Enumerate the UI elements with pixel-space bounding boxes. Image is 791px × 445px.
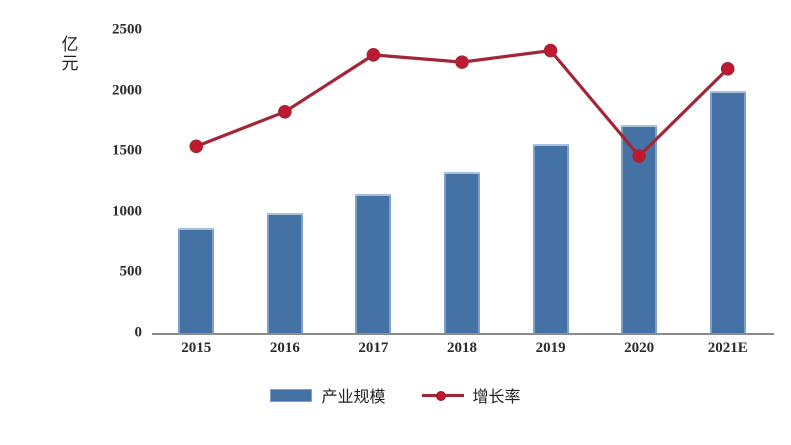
bar-2016 <box>266 213 303 333</box>
x-axis-tick-2020: 2020 <box>624 340 655 356</box>
y-axis-unit-label: 亿 元 <box>56 36 84 74</box>
y-axis-tick-2000: 2000 <box>112 82 142 99</box>
bar-2017 <box>355 193 392 333</box>
y-axis-unit-line-2: 元 <box>61 54 79 74</box>
bar-2019 <box>532 143 569 333</box>
legend-label-industry-scale: 产业规模 <box>321 387 386 406</box>
x-axis-tick-labels: 2015 2016 2017 2018 2019 2020 2021E <box>152 340 772 368</box>
x-axis-tick-2015: 2015 <box>181 340 212 356</box>
bar-2015 <box>178 227 215 333</box>
x-axis-tick-2021E: 2021E <box>707 340 748 356</box>
x-axis-tick-2018: 2018 <box>447 340 477 356</box>
y-axis-tick-500: 500 <box>119 263 143 280</box>
legend-item-growth-rate[interactable]: 增长率 <box>421 383 521 407</box>
y-axis-tick-1500: 1500 <box>112 142 142 159</box>
bar-2018 <box>444 171 480 333</box>
y-axis-tick-2500: 2500 <box>112 21 142 38</box>
x-axis-tick-2016: 2016 <box>269 340 300 356</box>
y-axis-unit-line-1: 亿 <box>61 35 79 55</box>
legend-item-industry-scale[interactable]: 产业规模 <box>270 383 386 407</box>
y-axis-tick-0: 0 <box>134 324 143 341</box>
y-axis-tick-1000: 1000 <box>112 203 142 220</box>
x-axis-tick-2017: 2017 <box>358 340 389 356</box>
chart-legend: 产业规模 增长率 <box>0 383 791 407</box>
line-marker-swatch-icon <box>421 389 464 402</box>
bar-2021E <box>709 90 746 333</box>
x-axis-tick-2019: 2019 <box>535 340 566 356</box>
x-axis-line <box>152 333 774 335</box>
bar-swatch-icon <box>270 388 313 402</box>
y-axis-tick-labels: 2500 2000 1500 1000 500 0 <box>86 0 142 445</box>
bar-2020 <box>621 124 658 333</box>
legend-label-growth-rate: 增长率 <box>472 387 521 406</box>
plot-area <box>152 30 772 333</box>
